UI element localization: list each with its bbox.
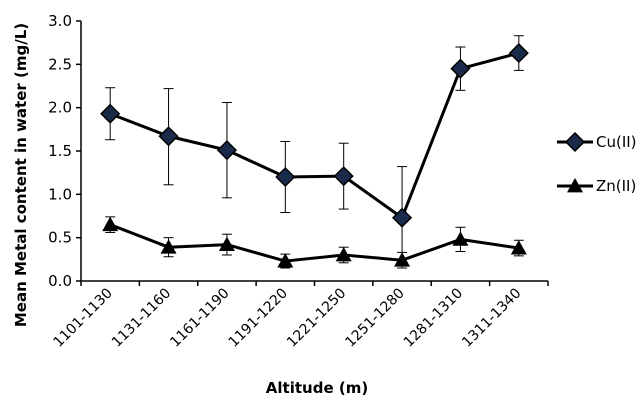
data-point-triangle: [160, 239, 177, 254]
y-tick-label: 1.5: [48, 142, 72, 160]
data-markers: [100, 43, 529, 268]
data-point-triangle: [452, 231, 469, 246]
series-line-0: [109, 51, 520, 220]
data-point-triangle: [277, 253, 294, 268]
axis-ticks: 0.00.51.01.52.02.53.01101-11301131-11601…: [48, 12, 549, 351]
data-point-triangle: [335, 247, 352, 262]
y-tick-label: 3.0: [48, 12, 72, 30]
data-point-triangle: [394, 252, 411, 267]
data-point-diamond: [100, 103, 121, 124]
legend-label: Zn(II): [596, 177, 636, 195]
x-axis-title: Altitude (m): [266, 379, 368, 397]
data-point-triangle: [218, 236, 235, 251]
data-point-diamond: [216, 140, 237, 161]
y-tick-label: 0.5: [48, 229, 72, 247]
legend-marker-diamond: [564, 131, 586, 153]
x-tick-label: 1101-1130: [51, 285, 116, 350]
y-axis-title: Mean Metal content in water (mg/L): [12, 23, 30, 327]
data-point-diamond: [450, 58, 471, 79]
y-tick-label: 0.0: [48, 272, 72, 290]
data-point-triangle: [102, 216, 119, 232]
y-tick-label: 1.0: [48, 185, 72, 203]
legend: Cu(II) Zn(II): [557, 131, 636, 195]
x-tick-label: 1311-1340: [459, 285, 524, 350]
x-tick-label: 1221-1250: [284, 285, 349, 350]
x-tick-label: 1161-1190: [167, 285, 232, 350]
data-point-diamond: [508, 43, 529, 64]
x-tick-label: 1131-1160: [109, 285, 174, 350]
data-point-diamond: [333, 166, 354, 187]
data-point-diamond: [392, 207, 413, 228]
x-tick-label: 1281-1310: [401, 285, 466, 350]
x-tick-label: 1191-1220: [226, 285, 291, 350]
data-point-diamond: [275, 166, 296, 188]
legend-marker-triangle: [567, 178, 583, 193]
series-lines: [109, 51, 520, 263]
data-point-triangle: [510, 240, 527, 255]
x-tick-label: 1251-1280: [342, 285, 407, 350]
data-point-diamond: [158, 126, 179, 147]
y-tick-label: 2.0: [48, 99, 72, 117]
legend-label: Cu(II): [596, 133, 636, 151]
y-tick-label: 2.5: [48, 55, 72, 73]
series-line-1: [109, 223, 520, 263]
